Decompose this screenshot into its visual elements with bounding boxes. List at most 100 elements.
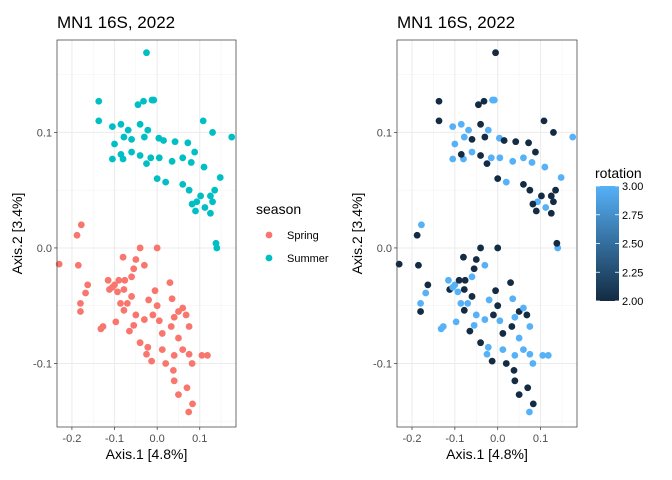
data-point-spring — [115, 276, 123, 284]
data-point-spring — [153, 244, 161, 252]
data-point — [507, 279, 514, 286]
data-point-spring — [128, 293, 135, 300]
data-point-summer — [117, 150, 125, 158]
data-point — [395, 260, 403, 268]
data-point — [413, 231, 421, 239]
data-point — [512, 138, 520, 146]
data-point-summer — [192, 207, 199, 215]
data-point-spring — [155, 317, 163, 325]
data-point — [457, 299, 465, 307]
data-point — [502, 178, 510, 186]
data-point — [552, 186, 559, 194]
data-point — [550, 198, 557, 206]
panel-border — [396, 39, 578, 428]
data-point-summer — [216, 174, 224, 181]
data-point-spring — [167, 323, 175, 330]
grid — [57, 40, 236, 427]
colorbar-tick-label: 2.00 — [622, 296, 643, 308]
data-point — [547, 209, 555, 217]
data-point — [460, 306, 468, 314]
data-point-spring — [77, 308, 84, 315]
data-point — [454, 288, 462, 296]
data-point — [526, 323, 534, 330]
data-point-summer — [124, 126, 132, 134]
data-point-spring — [111, 281, 118, 289]
data-point — [481, 316, 489, 323]
x-axis-title: Axis.1 [4.8%] — [446, 446, 528, 462]
x-axis-title: Axis.1 [4.8%] — [106, 446, 188, 462]
data-point-summer — [179, 181, 187, 188]
data-point — [452, 318, 460, 326]
data-point — [496, 317, 504, 325]
data-point-spring — [170, 377, 178, 385]
data-point-spring — [117, 299, 124, 307]
data-point — [464, 299, 472, 307]
data-point-spring — [162, 360, 170, 367]
data-point-summer — [197, 192, 205, 200]
data-point-spring — [120, 306, 128, 314]
x-tick-label: 0.0 — [150, 433, 165, 445]
data-point-summer — [188, 200, 196, 208]
data-point — [424, 281, 432, 289]
data-point — [532, 148, 539, 156]
y-tick-label: -0.1 — [373, 358, 392, 370]
data-point — [484, 343, 492, 351]
data-point-summer — [162, 178, 170, 186]
data-point-spring — [144, 343, 152, 351]
data-point — [524, 384, 532, 392]
data-point-summer — [117, 120, 125, 128]
data-point — [460, 286, 468, 293]
data-point-summer — [199, 117, 207, 125]
data-point — [526, 408, 533, 416]
data-point — [494, 244, 502, 252]
data-point — [529, 200, 537, 208]
data-point-summer — [147, 154, 155, 162]
data-point — [502, 360, 510, 367]
data-point — [455, 276, 463, 284]
data-point-summer — [200, 163, 208, 171]
data-point-spring — [123, 299, 131, 307]
data-point — [496, 154, 504, 162]
data-point — [457, 150, 465, 158]
data-point-spring — [55, 260, 63, 268]
chart-title: MN1 16S, 2022 — [57, 13, 175, 32]
data-point-summer — [179, 154, 187, 162]
data-point-summer — [109, 123, 116, 131]
data-point-spring — [126, 327, 133, 335]
data-point-summer — [143, 160, 150, 168]
data-point-spring — [136, 339, 144, 347]
data-point — [544, 351, 552, 359]
legend-title: season — [256, 201, 301, 217]
data-point-summer — [153, 175, 161, 183]
data-point-spring — [166, 279, 174, 286]
axes: -0.2 -0.1 0.0 0.1 -0.1 0.0 0.1 — [33, 127, 207, 445]
data-point-spring — [77, 221, 85, 229]
x-tick-label: -0.2 — [62, 433, 81, 445]
x-tick-label: -0.1 — [445, 433, 464, 445]
data-point-spring — [119, 253, 127, 261]
data-point — [435, 97, 443, 105]
data-point — [484, 126, 492, 134]
data-point-summer — [136, 120, 144, 128]
data-point-summer — [95, 97, 103, 105]
data-point-summer — [109, 155, 116, 163]
colorbar-tick-label: 2.25 — [622, 267, 643, 279]
data-point — [477, 244, 484, 252]
data-point — [499, 346, 507, 353]
data-point-spring — [169, 366, 177, 374]
data-point-spring — [140, 261, 148, 269]
data-point-summer — [120, 133, 128, 141]
data-point — [472, 311, 480, 319]
data-point — [553, 239, 561, 247]
data-point-spring — [128, 273, 135, 281]
data-point-spring — [185, 350, 193, 358]
data-point-summer — [168, 157, 176, 165]
data-point — [529, 360, 537, 367]
data-point-spring — [149, 311, 157, 319]
data-point-spring — [77, 299, 84, 307]
data-point — [528, 159, 536, 166]
legend-title: rotation — [595, 165, 642, 181]
data-point — [542, 204, 550, 211]
data-point — [515, 334, 523, 342]
data-point — [538, 192, 545, 200]
